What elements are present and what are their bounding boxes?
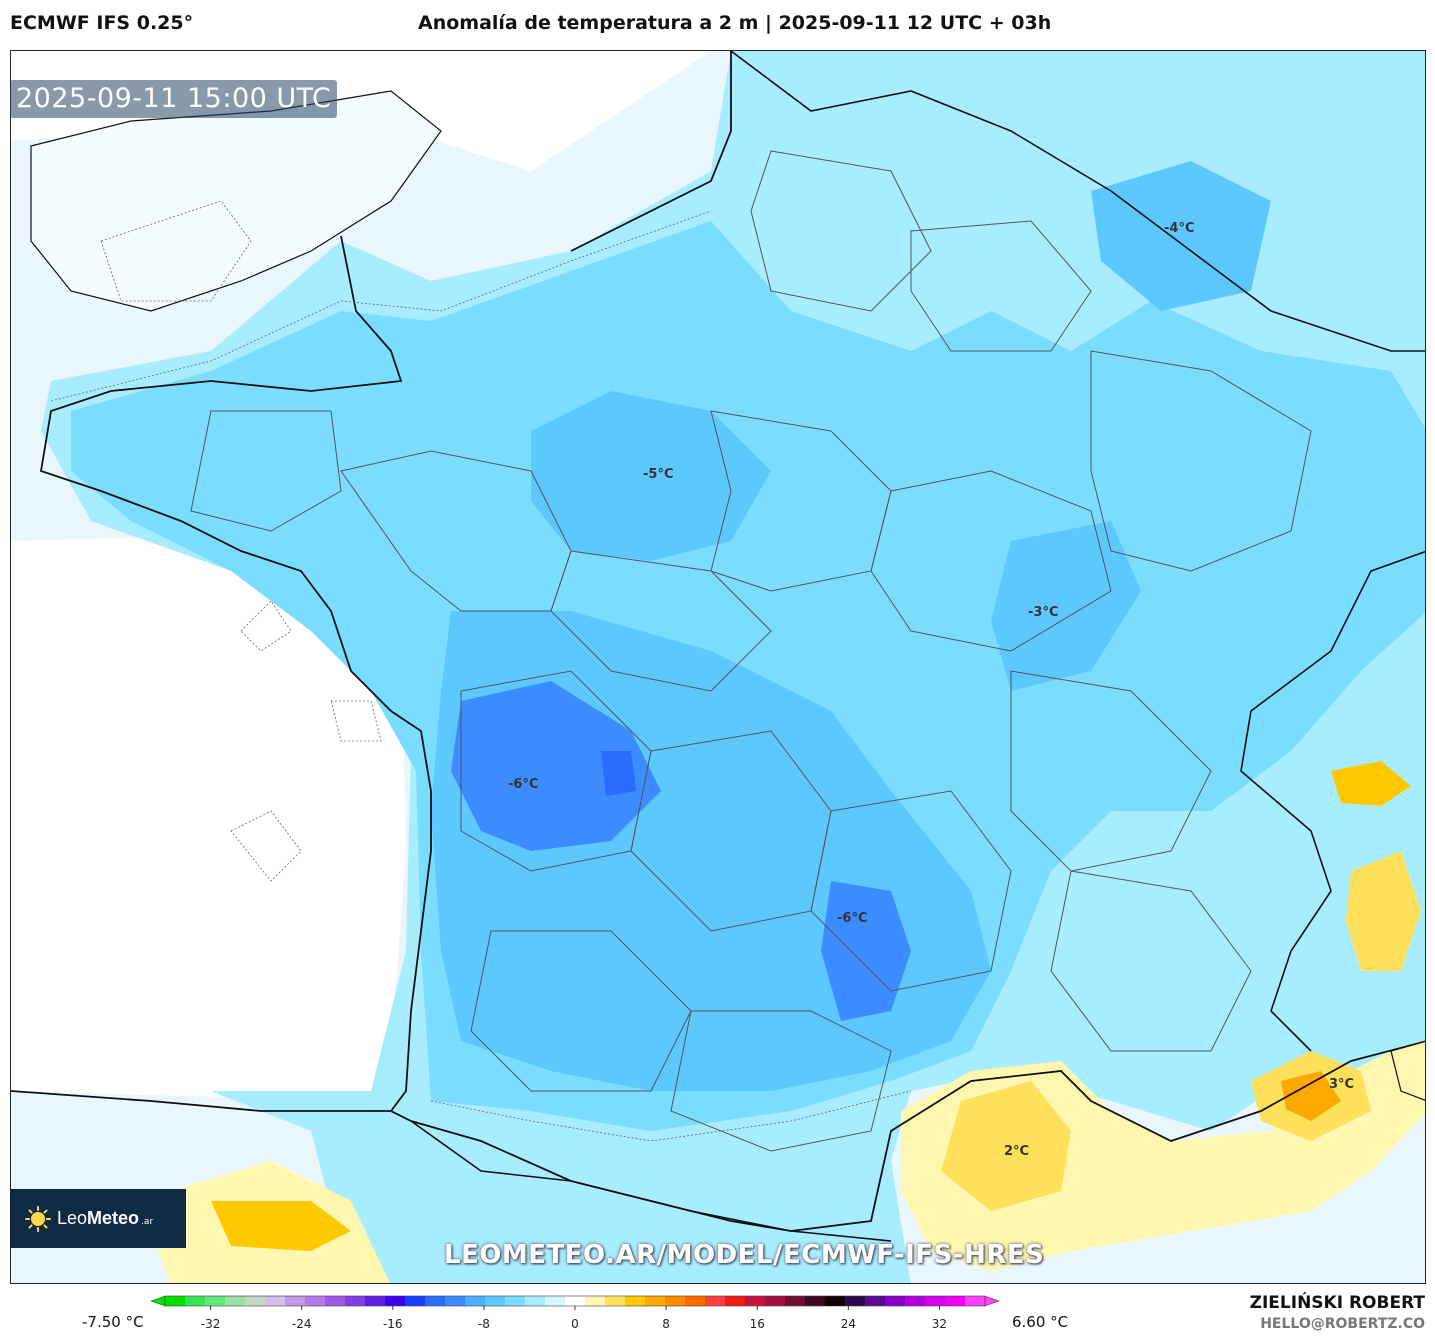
colorbar-swatch xyxy=(665,1296,686,1306)
colorbar-tick-label: -24 xyxy=(292,1317,312,1331)
colorbar-swatch xyxy=(865,1296,886,1306)
anomaly-zone-deep-south xyxy=(821,881,911,1021)
leometeo-logo: LeoMeteo .ar xyxy=(11,1189,186,1248)
author-email: HELLO@ROBERTZ.CO xyxy=(1260,1316,1425,1332)
colorbar-swatch xyxy=(685,1296,706,1306)
anomaly-map: -4°C -5°C -3°C -6°C -6°C 3°C 2°C xyxy=(10,50,1426,1284)
anomaly-zone-east-core xyxy=(991,521,1141,691)
colorbar-swatch xyxy=(605,1296,626,1306)
colorbar-tick-label: -8 xyxy=(478,1317,490,1331)
colorbar-swatch xyxy=(965,1296,986,1306)
anomaly-zone-northeast-core xyxy=(1091,161,1271,311)
logo-tld: .ar xyxy=(141,1216,154,1227)
colorbar-swatch xyxy=(785,1296,806,1306)
colorbar-swatch xyxy=(925,1296,946,1306)
colorbar-swatch xyxy=(445,1296,466,1306)
warm-zone-alps-north xyxy=(1331,761,1411,806)
colorbar-tick-label: 16 xyxy=(750,1317,765,1331)
colorbar-swatch xyxy=(885,1296,906,1306)
contour-label-plus3: 3°C xyxy=(1329,1077,1355,1092)
anomaly-contours xyxy=(50,200,912,1142)
colorbar-left-arrow xyxy=(150,1295,166,1307)
colorbar-swatch xyxy=(765,1296,786,1306)
admin-boundaries xyxy=(190,150,1312,1152)
contour-label-minus6-west: -6°C xyxy=(508,777,539,792)
colorbar-swatch xyxy=(365,1296,386,1306)
valid-time-stamp: 2025-09-11 15:00 UTC xyxy=(10,80,338,118)
colorbar-swatch xyxy=(485,1296,506,1306)
colorbar-tick-label: 32 xyxy=(932,1317,947,1331)
colorbar-swatch xyxy=(285,1296,306,1306)
colorbar-right-arrow xyxy=(984,1295,1000,1307)
colorbar-swatch xyxy=(265,1296,286,1306)
logo-text: LeoMeteo xyxy=(57,1208,140,1228)
border-northeast xyxy=(730,51,1425,352)
warm-zone-pyrenees-core xyxy=(211,1201,351,1251)
colorbar-max-label: 6.60 °C xyxy=(1012,1313,1069,1331)
watermark-url: LEOMETEO.AR/MODEL/ECMWF-IFS-HRES xyxy=(444,1240,1045,1270)
colorbar-swatch xyxy=(725,1296,746,1306)
border-spain xyxy=(410,1120,892,1242)
colorbar-swatch xyxy=(625,1296,646,1306)
anomaly-zone-deepest xyxy=(601,751,636,796)
coastline xyxy=(39,235,1425,1232)
anomaly-zone-deep-west xyxy=(451,681,661,851)
colorbar-tick-label: 24 xyxy=(841,1317,856,1331)
spain-coastline xyxy=(11,1090,391,1112)
colorbar-swatch xyxy=(825,1296,846,1306)
contour-label-minus3: -3°C xyxy=(1028,605,1059,620)
colorbar-swatch xyxy=(225,1296,246,1306)
map-title: Anomalía de temperatura a 2 m | 2025-09-… xyxy=(418,12,1052,34)
north-coastline xyxy=(570,51,732,252)
contour-label-minus5: -5°C xyxy=(643,467,674,482)
colorbar-tick-label: -32 xyxy=(201,1317,221,1331)
colorbar-swatch xyxy=(945,1296,966,1306)
contour-label-plus2: 2°C xyxy=(1004,1144,1030,1159)
contour-label-minus6-south: -6°C xyxy=(837,911,868,926)
warm-zone-alps-south xyxy=(1346,851,1421,971)
atlantic-neutral-zone xyxy=(11,531,406,1101)
colorbar-swatch xyxy=(245,1296,266,1306)
model-name: ECMWF IFS 0.25° xyxy=(10,12,194,34)
border-east xyxy=(1240,550,1425,1052)
colorbar-tick-label: 8 xyxy=(662,1317,670,1331)
colorbar-swatch xyxy=(585,1296,606,1306)
colorbar-swatch xyxy=(205,1296,226,1306)
anomaly-zone-north-core xyxy=(531,391,771,561)
colorbar-swatch xyxy=(705,1296,726,1306)
colorbar-swatch xyxy=(465,1296,486,1306)
warm-zone-gulf-lion xyxy=(941,1081,1071,1211)
colorbar-swatch xyxy=(405,1296,426,1306)
warm-zone-riviera-core xyxy=(1281,1071,1341,1121)
colorbar-tick-label: -16 xyxy=(383,1317,403,1331)
author-name: ZIELIŃSKI ROBERT xyxy=(1249,1293,1425,1313)
colorbar-swatch xyxy=(325,1296,346,1306)
colorbar-swatch xyxy=(505,1296,526,1306)
colorbar-tick-label: 0 xyxy=(571,1317,579,1331)
colorbar-swatch xyxy=(645,1296,666,1306)
colorbar-swatch xyxy=(185,1296,206,1306)
sun-icon xyxy=(25,1205,51,1232)
colorbar-swatch xyxy=(305,1296,326,1306)
colorbar-swatch xyxy=(385,1296,406,1306)
colorbar-swatch xyxy=(525,1296,546,1306)
colorbar-swatch xyxy=(345,1296,366,1306)
colorbar: -32 -24 -16 -8 0 8 16 24 32 xyxy=(150,1295,1000,1331)
colorbar-min-label: -7.50 °C xyxy=(82,1313,144,1331)
colorbar-swatch xyxy=(565,1296,586,1306)
colorbar-swatch xyxy=(905,1296,926,1306)
island-shape xyxy=(1390,1040,1425,1101)
colorbar-swatch xyxy=(425,1296,446,1306)
colorbar-swatch xyxy=(745,1296,766,1306)
contour-label-minus4: -4°C xyxy=(1164,221,1195,236)
map-canvas xyxy=(11,51,1425,1283)
colorbar-swatch xyxy=(545,1296,566,1306)
colorbar-swatch xyxy=(165,1296,186,1306)
colorbar-swatch xyxy=(845,1296,866,1306)
colorbar-swatch xyxy=(805,1296,826,1306)
